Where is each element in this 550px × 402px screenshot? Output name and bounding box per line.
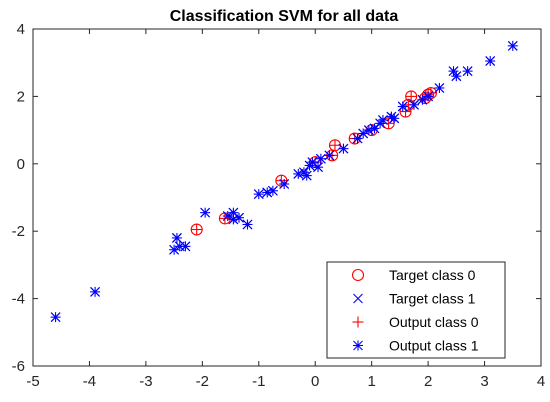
data-point xyxy=(451,71,462,82)
legend-label: Target class 0 xyxy=(389,267,476,283)
data-point xyxy=(397,101,408,112)
y-tick-label: -6 xyxy=(12,358,25,375)
data-point xyxy=(434,82,445,93)
data-point xyxy=(377,114,388,125)
data-point xyxy=(242,219,253,230)
legend-label: Target class 1 xyxy=(389,291,476,307)
data-point xyxy=(485,56,496,67)
x-tick-label: 1 xyxy=(367,373,375,390)
data-point xyxy=(228,207,239,218)
data-point xyxy=(200,207,211,218)
y-tick-label: -2 xyxy=(12,223,25,240)
data-point xyxy=(262,187,273,198)
x-tick-label: -4 xyxy=(83,373,96,390)
data-point xyxy=(400,106,412,118)
data-point xyxy=(329,139,341,151)
x-tick-label: -1 xyxy=(252,373,265,390)
data-point xyxy=(180,241,191,252)
x-tick-label: -3 xyxy=(139,373,152,390)
data-point xyxy=(507,40,518,51)
legend-label: Output class 0 xyxy=(389,314,479,330)
x-tick-label: 0 xyxy=(311,373,319,390)
data-point xyxy=(253,189,264,200)
x-tick-label: 4 xyxy=(537,373,545,390)
data-point xyxy=(338,143,349,154)
plot-area xyxy=(50,40,518,323)
data-point xyxy=(389,113,400,124)
y-tick-label: 4 xyxy=(17,21,25,38)
data-point xyxy=(301,170,312,181)
data-point xyxy=(267,185,278,196)
data-point xyxy=(386,111,397,122)
data-point xyxy=(234,212,245,223)
data-point xyxy=(279,179,290,190)
legend-label: Output class 1 xyxy=(389,338,479,354)
legend-marker xyxy=(352,316,364,328)
series-output-class-1 xyxy=(50,40,518,323)
data-point xyxy=(405,90,417,102)
x-tick-label: 3 xyxy=(480,373,488,390)
data-point xyxy=(90,286,101,297)
y-tick-label: -4 xyxy=(12,291,25,308)
legend-marker xyxy=(351,268,365,282)
data-point xyxy=(448,66,459,77)
data-point xyxy=(315,153,326,164)
legend-marker xyxy=(353,340,363,351)
x-tick-label: -2 xyxy=(196,373,209,390)
data-point xyxy=(191,224,203,236)
data-point xyxy=(409,99,419,110)
data-point xyxy=(324,150,335,161)
data-point xyxy=(293,168,304,179)
data-point xyxy=(423,91,434,102)
x-tick-label: 2 xyxy=(424,373,432,390)
data-point xyxy=(462,66,473,77)
y-tick-label: 0 xyxy=(17,156,25,173)
y-tick-label: 2 xyxy=(17,88,25,105)
data-point xyxy=(171,232,182,243)
data-point xyxy=(313,162,324,173)
legend: Target class 0 Target class 1 Output class… xyxy=(326,261,506,359)
data-point xyxy=(50,312,61,323)
x-tick-label: -5 xyxy=(26,373,39,390)
legend-marker xyxy=(353,293,363,304)
axes-box xyxy=(32,28,542,367)
chart-title: Classification SVM for all data xyxy=(170,8,399,25)
legend-box xyxy=(326,261,506,359)
axes: -5 -4 -3 -2 -1 0 1 2 3 4 -6 -4 -2 0 2 4 xyxy=(12,21,546,390)
